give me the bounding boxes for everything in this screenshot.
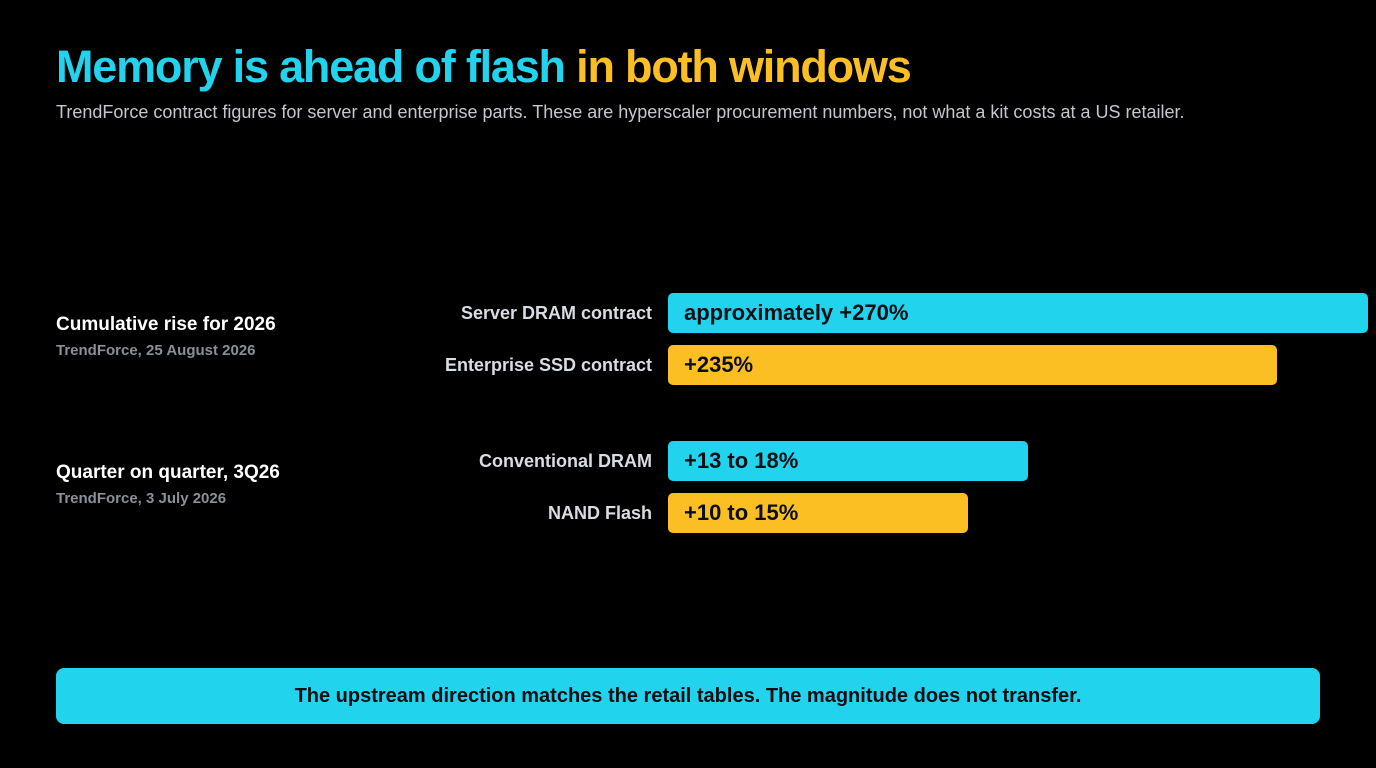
group-label: Quarter on quarter, 3Q26 TrendForce, 3 Ju… — [56, 461, 280, 509]
bar-category-label: NAND Flash — [547, 503, 652, 523]
bar-value-label: +10 to 15% — [684, 500, 799, 525]
takeaway-banner: The upstream direction matches the retai… — [56, 668, 1320, 724]
bar: +10 to 15% — [668, 493, 968, 533]
bar: approximately +270% — [668, 293, 1368, 333]
group-label: Cumulative rise for 2026 TrendForce, 25 A… — [56, 313, 276, 361]
group-title: Cumulative rise for 2026 — [56, 314, 276, 335]
group-source: TrendForce, 3 July 2026 — [56, 490, 227, 507]
bar: +235% — [668, 345, 1277, 385]
bar-category-label: Enterprise SSD contract — [444, 355, 652, 375]
bar-value-label: +235% — [684, 352, 754, 377]
page-title: Memory is ahead of flash in both windows — [56, 40, 912, 94]
page-subtitle: TrendForce contract figures for server a… — [56, 102, 1185, 122]
bar-value-label: approximately +270% — [684, 300, 909, 325]
group-source: TrendForce, 25 August 2026 — [56, 342, 256, 359]
bar-category-label: Conventional DRAM — [479, 451, 652, 471]
bar-category-label: Server DRAM contract — [460, 303, 652, 323]
title-part-memory: Memory is ahead of flash — [56, 41, 566, 92]
title-part-windows: in both windows — [564, 41, 912, 92]
bar: +13 to 18% — [668, 441, 1028, 481]
group-title: Quarter on quarter, 3Q26 — [56, 462, 280, 483]
bar-value-label: +13 to 18% — [684, 448, 799, 473]
